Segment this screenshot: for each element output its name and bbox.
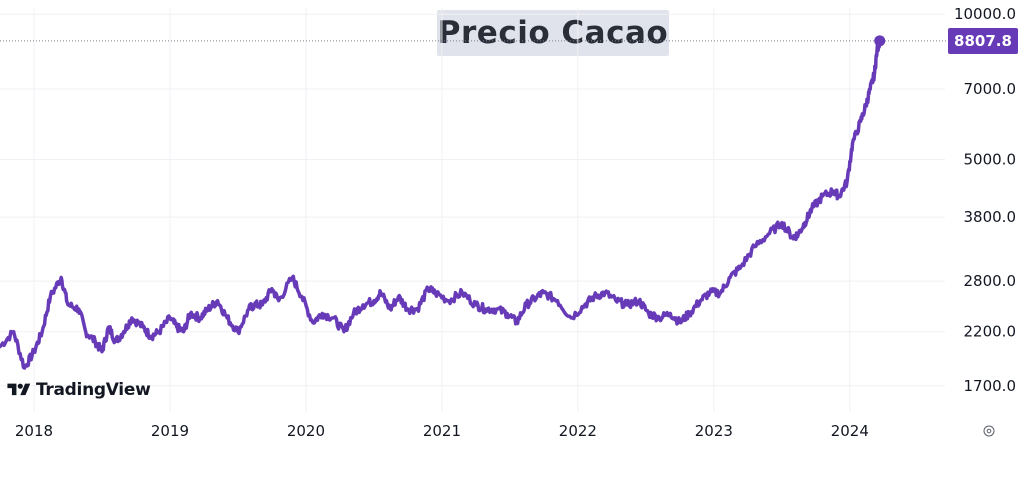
price-line[interactable] [0,39,882,370]
grid [0,8,945,412]
y-tick-label: 2800.0 [964,272,1017,290]
settings-icon[interactable] [982,424,996,438]
tradingview-logo[interactable]: TradingView [6,380,151,400]
x-tick-label: 2021 [423,422,461,440]
last-price-badge: 8807.8 [948,27,1018,54]
y-tick-label: 2200.0 [964,323,1017,341]
last-price-marker [874,35,886,47]
x-tick-label: 2018 [15,422,53,440]
tradingview-logo-icon [7,383,31,396]
x-tick-label: 2020 [287,422,325,440]
x-tick-label: 2022 [559,422,597,440]
y-tick-label: 1700.0 [964,377,1017,395]
chart-title: Precio Cacao [437,15,669,51]
x-tick-label: 2019 [151,422,189,440]
x-tick-label: 2023 [695,422,733,440]
y-tick-label: 7000.0 [964,80,1017,98]
x-axis: 2018 2019 2020 2021 2022 2023 2024 [15,422,869,440]
chart-title-background [437,10,669,56]
y-tick-label: 5000.0 [964,151,1017,169]
y-axis: 10000.0 7000.0 5000.0 3800.0 2800.0 2200.0 170… [954,5,1016,395]
y-tick-label: 10000.0 [954,5,1016,23]
y-tick-label: 3800.0 [964,208,1017,226]
x-tick-label: 2024 [831,422,869,440]
tradingview-logo-text: TradingView [36,380,151,400]
